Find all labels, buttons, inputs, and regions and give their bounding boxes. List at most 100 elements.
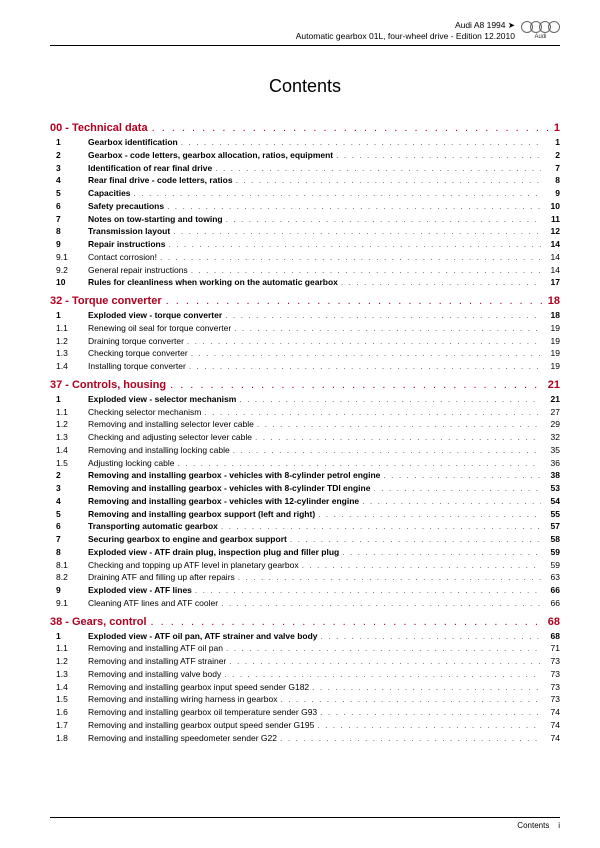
toc-row: 1Exploded view - ATF oil pan, ATF strain…	[50, 630, 560, 643]
toc-row-dots: . . . . . . . . . . . . . . . . . . . . …	[320, 706, 541, 719]
toc-row-page: 21	[544, 393, 560, 406]
toc-row: 1.2Removing and installing selector leve…	[50, 418, 560, 431]
toc-row: 1.5Removing and installing wiring harnes…	[50, 693, 560, 706]
toc-row-label: Removing and installing ATF strainer	[88, 655, 226, 668]
toc-row-number: 4	[50, 495, 88, 508]
toc-row-number: 2	[50, 469, 88, 482]
toc-row-page: 74	[544, 706, 560, 719]
toc-row-page: 19	[544, 322, 560, 335]
toc-row-label: Checking torque converter	[88, 347, 188, 360]
toc-row-dots: . . . . . . . . . . . . . . . . . . . . …	[191, 264, 541, 277]
toc-row-number: 2	[50, 149, 88, 162]
toc-row-label: Removing and installing gearbox - vehicl…	[88, 495, 359, 508]
toc-row-page: 9	[544, 187, 560, 200]
toc-row-number: 8.1	[50, 559, 88, 572]
toc-row-label: Removing and installing locking cable	[88, 444, 230, 457]
toc-row-number: 1.1	[50, 642, 88, 655]
toc-row-dots: . . . . . . . . . . . . . . . . . . . . …	[239, 393, 541, 406]
toc-row-dots: . . . . . . . . . . . . . . . . . . . . …	[318, 508, 541, 521]
toc-row-dots: . . . . . . . . . . . . . . . . . . . . …	[236, 174, 541, 187]
toc-row-page: 35	[544, 444, 560, 457]
toc-row-page: 27	[544, 406, 560, 419]
toc-row-label: General repair instructions	[88, 264, 188, 277]
toc-row-number: 6	[50, 520, 88, 533]
toc-row: 7Notes on tow-starting and towing. . . .…	[50, 213, 560, 226]
toc-row-label: Gearbox identification	[88, 136, 178, 149]
toc-row-page: 73	[544, 655, 560, 668]
section-dots: . . . . . . . . . . . . . . . . . . . . …	[151, 616, 544, 628]
toc-row-dots: . . . . . . . . . . . . . . . . . . . . …	[225, 309, 541, 322]
toc-row-page: 12	[544, 225, 560, 238]
toc-row-dots: . . . . . . . . . . . . . . . . . . . . …	[362, 495, 541, 508]
toc-row-page: 54	[544, 495, 560, 508]
toc-row: 1.7Removing and installing gearbox outpu…	[50, 719, 560, 732]
toc-row-label: Removing and installing gearbox input sp…	[88, 681, 309, 694]
section-label: Controls, housing	[72, 379, 166, 391]
toc-row-page: 66	[544, 597, 560, 610]
toc-row-page: 8	[544, 174, 560, 187]
toc-row-page: 14	[544, 238, 560, 251]
toc-row-dots: . . . . . . . . . . . . . . . . . . . . …	[383, 469, 541, 482]
toc-row-label: Removing and installing valve body	[88, 668, 221, 681]
toc-row-page: 74	[544, 732, 560, 745]
header-text: Audi A8 1994 ➤ Automatic gearbox 01L, fo…	[296, 20, 515, 42]
toc-row-number: 1	[50, 309, 88, 322]
toc-row-number: 1.7	[50, 719, 88, 732]
toc-row-page: 58	[544, 533, 560, 546]
toc-row-page: 59	[544, 546, 560, 559]
toc-row-dots: . . . . . . . . . . . . . . . . . . . . …	[342, 546, 541, 559]
toc-row-page: 18	[544, 309, 560, 322]
toc-row-page: 36	[544, 457, 560, 470]
section-label: Torque converter	[72, 295, 162, 307]
toc-row: 9Exploded view - ATF lines. . . . . . . …	[50, 584, 560, 597]
toc-row-label: Removing and installing selector lever c…	[88, 418, 254, 431]
toc-row-label: Exploded view - selector mechanism	[88, 393, 236, 406]
toc-row: 9.1Contact corrosion!. . . . . . . . . .…	[50, 251, 560, 264]
toc-row-number: 10	[50, 276, 88, 289]
toc-row-dots: . . . . . . . . . . . . . . . . . . . . …	[373, 482, 541, 495]
toc-section-head: 32 -Torque converter. . . . . . . . . . …	[50, 295, 560, 307]
toc-row-page: 1	[544, 136, 560, 149]
footer-label: Contents	[517, 821, 549, 830]
toc-row: 2Gearbox - code letters, gearbox allocat…	[50, 149, 560, 162]
toc-row-number: 6	[50, 200, 88, 213]
audi-logo-text: Audi	[521, 34, 560, 42]
toc-row-label: Removing and installing gearbox support …	[88, 508, 315, 521]
toc-row-page: 14	[544, 251, 560, 264]
toc-row: 6Transporting automatic gearbox. . . . .…	[50, 520, 560, 533]
page-footer: Contents i	[50, 817, 560, 830]
toc-row-label: Draining ATF and filling up after repair…	[88, 571, 235, 584]
section-dots: . . . . . . . . . . . . . . . . . . . . …	[170, 379, 544, 391]
toc-row-label: Removing and installing gearbox output s…	[88, 719, 314, 732]
toc-row-label: Removing and installing speedometer send…	[88, 732, 277, 745]
toc-row: 1.1Renewing oil seal for torque converte…	[50, 322, 560, 335]
toc-row-label: Rules for cleanliness when working on th…	[88, 276, 338, 289]
toc-row: 8Exploded view - ATF drain plug, inspect…	[50, 546, 560, 559]
toc-row-dots: . . . . . . . . . . . . . . . . . . . . …	[280, 732, 541, 745]
toc-row-number: 7	[50, 533, 88, 546]
toc-row: 9Repair instructions. . . . . . . . . . …	[50, 238, 560, 251]
toc-row-dots: . . . . . . . . . . . . . . . . . . . . …	[191, 347, 541, 360]
toc-row: 1.6Removing and installing gearbox oil t…	[50, 706, 560, 719]
toc-section-head: 37 -Controls, housing. . . . . . . . . .…	[50, 379, 560, 391]
toc-row-page: 17	[544, 276, 560, 289]
toc-row-number: 8	[50, 225, 88, 238]
toc-row: 8Transmission layout. . . . . . . . . . …	[50, 225, 560, 238]
toc-row: 4Removing and installing gearbox - vehic…	[50, 495, 560, 508]
toc-row-number: 1.5	[50, 693, 88, 706]
toc-row-label: Cleaning ATF lines and ATF cooler	[88, 597, 218, 610]
toc-row-page: 38	[544, 469, 560, 482]
section-page: 68	[548, 616, 560, 628]
toc-row-dots: . . . . . . . . . . . . . . . . . . . . …	[280, 693, 541, 706]
toc-row: 1.8Removing and installing speedometer s…	[50, 732, 560, 745]
toc-row-number: 1.3	[50, 668, 88, 681]
toc-row-page: 71	[544, 642, 560, 655]
section-page: 18	[548, 295, 560, 307]
toc-row-page: 32	[544, 431, 560, 444]
section-label: Technical data	[72, 122, 148, 134]
toc-row-label: Safety precautions	[88, 200, 164, 213]
section-dots: . . . . . . . . . . . . . . . . . . . . …	[166, 295, 544, 307]
toc-row-dots: . . . . . . . . . . . . . . . . . . . . …	[317, 719, 541, 732]
toc-row-number: 9.1	[50, 597, 88, 610]
toc-row-dots: . . . . . . . . . . . . . . . . . . . . …	[195, 584, 541, 597]
